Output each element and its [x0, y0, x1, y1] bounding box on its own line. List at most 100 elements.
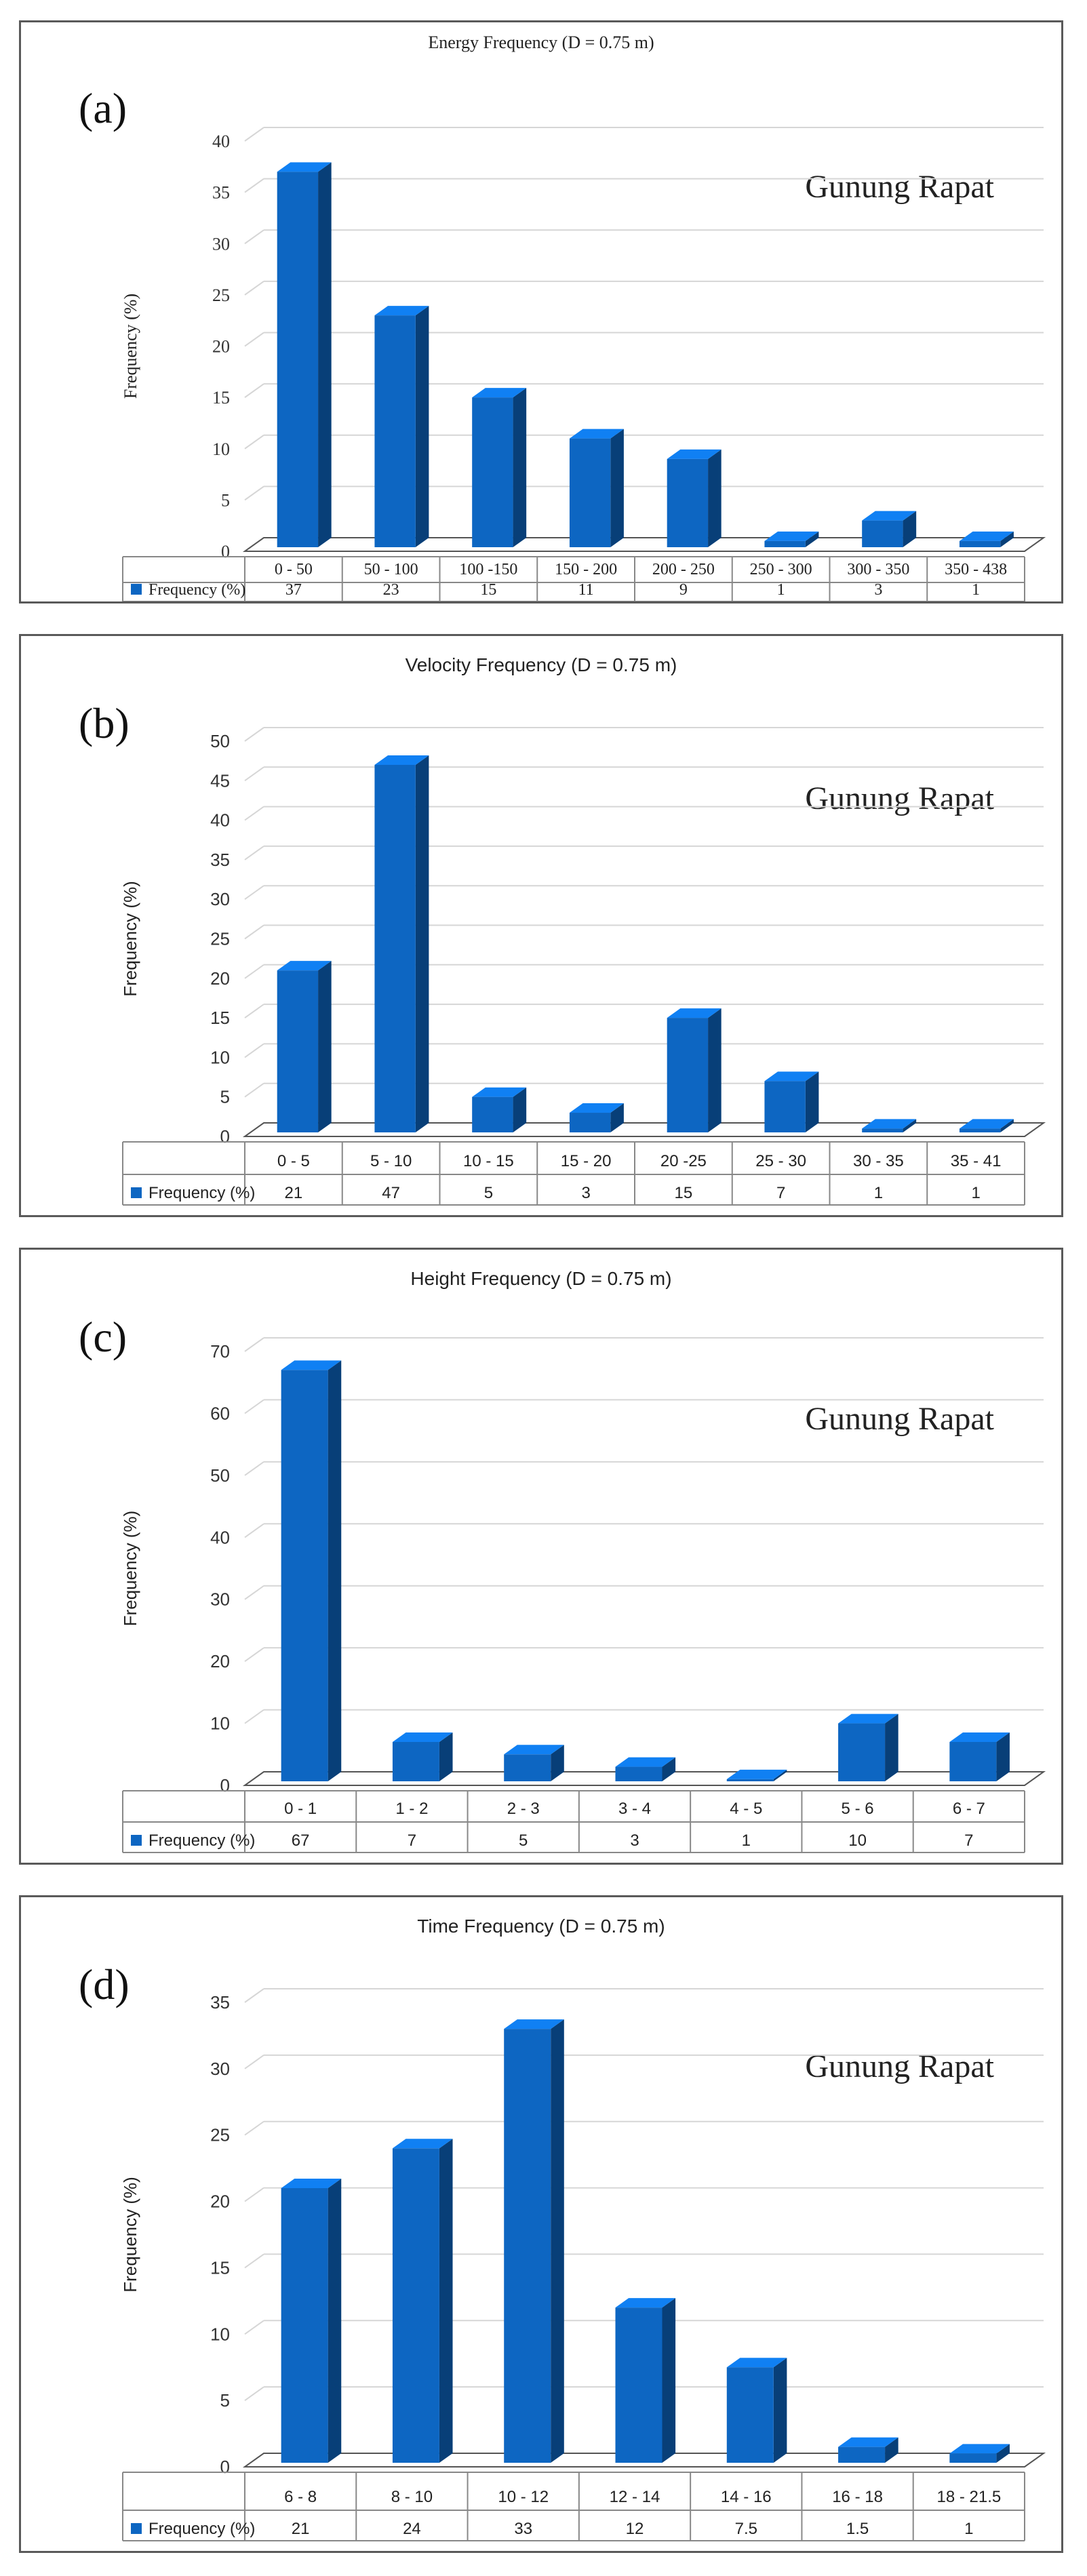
bar [392, 2139, 453, 2463]
bar-top [569, 429, 624, 439]
bar-side [708, 449, 722, 547]
category-label: 150 - 200 [555, 561, 617, 578]
bar-front [472, 397, 513, 547]
bar-top [615, 1757, 676, 1767]
site-label: Gunung Rapat [805, 169, 994, 205]
y-tick-label: 60 [210, 1403, 230, 1423]
value-label: 7 [776, 1184, 785, 1202]
bar-front [504, 1754, 551, 1781]
category-label: 200 - 250 [652, 561, 715, 578]
bar-top [374, 755, 429, 765]
gridline-side [244, 383, 264, 398]
value-label: 21 [285, 1184, 303, 1202]
legend-label: Frequency (%) [149, 1184, 255, 1202]
chart-panel-energy: Energy Frequency (D = 0.75 m) (a) Gunung R… [19, 20, 1063, 603]
bar-side [318, 961, 332, 1132]
category-label: 8 - 10 [391, 2488, 433, 2506]
bar-top [472, 388, 527, 398]
gridline-side [244, 1523, 264, 1539]
bar [392, 1732, 453, 1781]
bar-side [773, 1769, 787, 1781]
bar-side [662, 2298, 676, 2463]
bar-side [662, 1757, 676, 1781]
bar-top [392, 1732, 453, 1742]
gridline-side [244, 846, 264, 860]
data-table: Frequency (%) 0 - 50 37 50 - 100 23 100 -150 1… [122, 556, 1025, 601]
y-tick-label: 5 [221, 490, 230, 510]
category-label: 350 - 438 [945, 561, 1007, 578]
gridline-side [244, 1709, 264, 1724]
bar-top [726, 2358, 787, 2368]
value-label: 1 [971, 1184, 980, 1202]
category-label: 300 - 350 [847, 561, 909, 578]
bar [277, 961, 332, 1132]
bar-front [374, 764, 416, 1132]
category-label: 16 - 18 [832, 2488, 883, 2506]
y-tick-label: 5 [220, 2390, 230, 2411]
bar-top [277, 961, 332, 971]
legend-label: Frequency (%) [149, 1831, 255, 1850]
bar-side [885, 2437, 898, 2463]
bar [764, 1071, 819, 1132]
bar [838, 1713, 898, 1781]
value-label: 1.5 [846, 2520, 869, 2538]
bar-front [374, 315, 416, 547]
value-label: 3 [874, 581, 882, 599]
gridline-side [244, 1082, 264, 1098]
y-tick-label: 25 [210, 2125, 230, 2145]
category-label: 3 - 4 [618, 1800, 651, 1818]
category-label: 0 - 50 [275, 561, 313, 578]
y-tick-label: 30 [212, 234, 230, 254]
value-label: 67 [292, 1831, 310, 1850]
bar [615, 2298, 676, 2463]
bar [949, 1732, 1010, 1781]
bar-front [615, 2307, 663, 2463]
y-tick-label: 25 [212, 285, 230, 305]
bar-top [392, 2139, 453, 2149]
bar-front [392, 2148, 439, 2463]
y-axis-label: Frequency (%) [121, 294, 140, 399]
bar-top [504, 1745, 564, 1755]
bar [281, 1360, 342, 1781]
bar [949, 2444, 1010, 2463]
category-label: 50 - 100 [364, 561, 418, 578]
bar-top [281, 1360, 342, 1370]
category-label: 18 - 21.5 [936, 2488, 1001, 2506]
y-tick-label: 50 [210, 1465, 230, 1486]
bar [504, 2019, 564, 2463]
gridline-side [244, 2187, 264, 2202]
bar-front [615, 1766, 663, 1781]
y-tick-label: 50 [210, 731, 230, 751]
y-tick-label: 30 [210, 1589, 230, 1610]
bar-top [764, 1071, 819, 1082]
bar [959, 531, 1014, 547]
bar-side [885, 1713, 898, 1781]
bar-side [773, 2358, 787, 2463]
y-tick-label: 35 [210, 850, 230, 870]
gridline-side [244, 964, 264, 979]
panel-label: (d) [79, 1960, 130, 2008]
bar-side [328, 2179, 342, 2463]
category-label: 12 - 14 [610, 2488, 660, 2506]
legend-label: Frequency (%) [149, 2520, 255, 2538]
y-tick-label: 0 [221, 542, 230, 561]
bar-front [569, 438, 611, 547]
chart-velocity-svg: Velocity Frequency (D = 0.75 m) (b) Gunung… [79, 654, 1046, 1206]
category-label: 2 - 3 [507, 1800, 540, 1818]
gridline-side [244, 1043, 264, 1058]
bar [281, 2179, 342, 2463]
legend-swatch [131, 1835, 142, 1846]
category-label: 250 - 300 [750, 561, 812, 578]
category-label: 30 - 35 [853, 1152, 904, 1170]
bar-top [277, 162, 332, 172]
bar-front [667, 458, 709, 547]
value-label: 12 [626, 2520, 644, 2538]
bar-side [1000, 1119, 1014, 1132]
y-tick-label: 20 [212, 337, 230, 357]
bar-top [281, 2179, 342, 2188]
category-label: 20 -25 [660, 1152, 707, 1170]
category-label: 4 - 5 [730, 1800, 762, 1818]
bar-top [838, 2437, 898, 2447]
bar-side [903, 511, 917, 547]
value-label: 37 [285, 581, 302, 599]
